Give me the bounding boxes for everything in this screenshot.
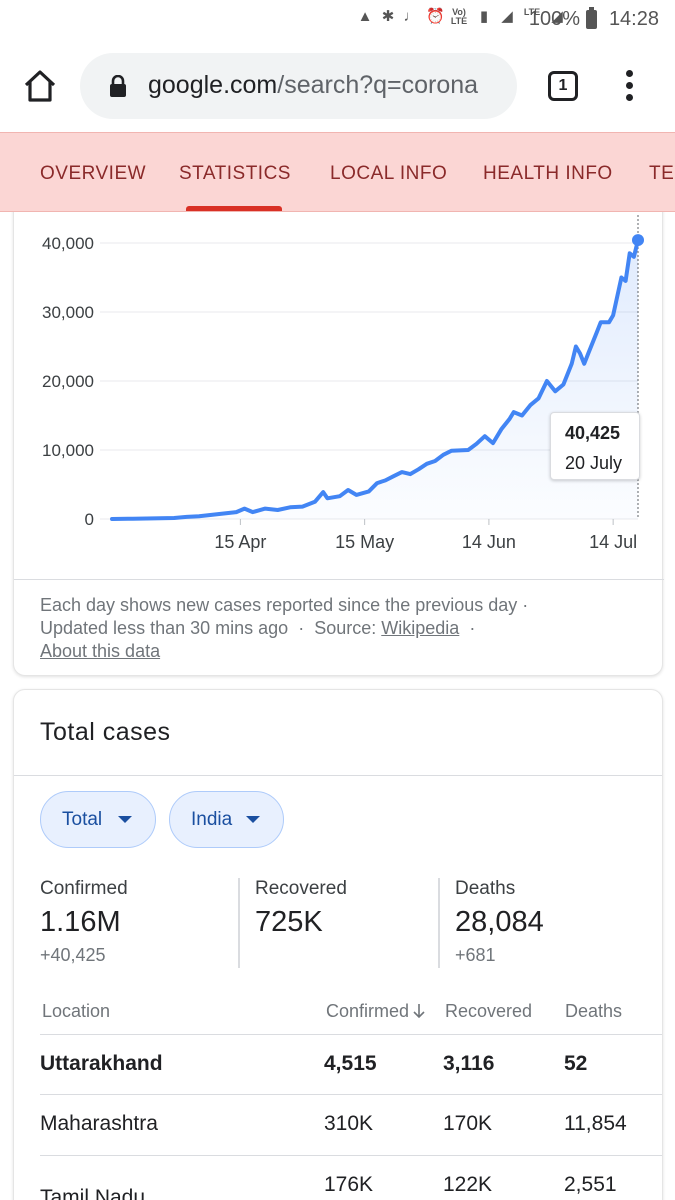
- lte-icon: LTE: [523, 7, 541, 17]
- chart-footnote: Each day shows new cases reported since …: [40, 594, 640, 663]
- stat-value: 725K: [255, 906, 323, 938]
- topic-tabs: OVERVIEW STATISTICS LOCAL INFO HEALTH IN…: [0, 132, 675, 212]
- column-header-location[interactable]: Location: [42, 1001, 111, 1021]
- header-label: Confirmed: [326, 1001, 410, 1021]
- mute-icon: ♩: [403, 8, 419, 25]
- table-divider: [40, 1094, 662, 1095]
- footnote-text: Each day shows new cases reported since …: [40, 595, 529, 615]
- url-path: /search?q=corona: [277, 71, 479, 99]
- chip-label: Total: [62, 809, 103, 830]
- tab-testing[interactable]: TE: [649, 163, 675, 184]
- dropdown-arrow-icon: [118, 816, 132, 823]
- source-link[interactable]: Wikipedia: [381, 618, 460, 638]
- stat-delta: +40,425: [40, 945, 106, 965]
- row-deaths: 52: [564, 1052, 588, 1075]
- y-tick-label: 30,000: [42, 303, 94, 322]
- x-tick-label: 14 Jul: [589, 532, 637, 552]
- home-icon[interactable]: [22, 68, 58, 104]
- divider: [14, 579, 664, 580]
- column-header-confirmed[interactable]: Confirmed: [326, 1001, 426, 1022]
- chart-card: 0 10,000 20,000 30,000 40,000 15 Apr 15 May 14 …: [13, 200, 664, 676]
- source-label: Source:: [314, 618, 377, 638]
- tooltip-date: 20 July: [565, 453, 623, 473]
- lock-icon: [110, 75, 126, 97]
- column-header-deaths[interactable]: Deaths: [565, 1001, 623, 1021]
- hover-point: [632, 234, 644, 247]
- tab-statistics[interactable]: STATISTICS: [179, 163, 291, 184]
- y-tick-label: 0: [85, 510, 94, 529]
- stat-delta: +681: [455, 945, 496, 965]
- row-confirmed: 4,515: [324, 1052, 377, 1075]
- url-domain: google.com: [148, 71, 278, 99]
- tooltip-value: 40,425: [565, 423, 621, 443]
- active-tab-indicator: [186, 206, 282, 211]
- row-deaths: 11,854: [564, 1112, 627, 1135]
- status-bar: ▲ ✱ ♩ ⏰ Vo) LTE ▮ ◢ LTE ◢ 100% 14:28: [0, 0, 675, 40]
- signal-icon: ◢: [501, 8, 513, 25]
- stat-value: 1.16M: [40, 906, 121, 938]
- total-cases-card: Total cases Total India Confirmed 1.16M …: [13, 689, 663, 1200]
- address-bar[interactable]: google.com/search?q=corona: [80, 53, 517, 119]
- row-confirmed: 310K: [324, 1112, 374, 1135]
- stat-label: Confirmed: [40, 878, 128, 899]
- chart-tooltip: 40,425 20 July: [550, 412, 640, 480]
- card-title: Total cases: [40, 718, 171, 746]
- row-location[interactable]: Uttarakhand: [40, 1052, 163, 1075]
- table-divider: [40, 1034, 662, 1035]
- browser-toolbar: google.com/search?q=corona 1: [0, 40, 675, 132]
- battery-saver-icon: ▲: [357, 8, 373, 25]
- dropdown-arrow-icon: [246, 816, 260, 823]
- separator-dot: ·: [469, 618, 476, 638]
- clock: 14:28: [608, 8, 659, 30]
- x-tick-label: 15 May: [335, 532, 394, 552]
- row-recovered: 122K: [443, 1173, 493, 1196]
- alarm-icon: ⏰: [426, 8, 445, 25]
- tab-overview[interactable]: OVERVIEW: [40, 163, 147, 184]
- signal-icon: ◢: [551, 8, 563, 25]
- row-deaths: 2,551: [564, 1173, 617, 1196]
- stat-separator: [238, 878, 240, 968]
- about-data-link[interactable]: About this data: [40, 641, 161, 661]
- table-divider: [40, 1155, 662, 1156]
- cases-chart[interactable]: 0 10,000 20,000 30,000 40,000 15 Apr 15 May 14 …: [14, 200, 664, 578]
- total-filter-chip[interactable]: Total: [40, 791, 156, 848]
- separator-dot: ·: [298, 618, 305, 638]
- battery-icon: [586, 7, 597, 29]
- row-location[interactable]: Tamil Nadu: [40, 1186, 146, 1200]
- tab-health-info[interactable]: HEALTH INFO: [483, 163, 613, 184]
- battery-percent: 100%: [528, 8, 580, 30]
- location-filter-chip[interactable]: India: [169, 791, 284, 848]
- x-tick-label: 14 Jun: [462, 532, 516, 552]
- series-line: [110, 238, 640, 521]
- row-location[interactable]: Maharashtra: [40, 1112, 158, 1135]
- stat-label: Recovered: [255, 878, 347, 899]
- row-confirmed: 176K: [324, 1173, 374, 1196]
- volte-icon: Vo) LTE: [450, 7, 468, 26]
- y-tick-label: 20,000: [42, 372, 94, 391]
- sort-arrow-down-icon: [413, 1004, 425, 1019]
- stat-label: Deaths: [455, 878, 516, 899]
- overflow-menu-icon[interactable]: [622, 70, 636, 104]
- sim-icon: ▮: [479, 8, 489, 25]
- stat-recovered: Recovered 725K: [255, 878, 347, 945]
- y-tick-label: 10,000: [42, 441, 94, 460]
- row-recovered: 3,116: [443, 1052, 495, 1075]
- y-tick-label: 40,000: [42, 234, 94, 253]
- status-icons: ▲ ✱ ♩ ⏰ Vo) LTE ▮ ◢ LTE ◢: [357, 8, 565, 26]
- column-header-recovered[interactable]: Recovered: [445, 1001, 533, 1021]
- stat-separator: [438, 878, 440, 968]
- updated-text: Updated less than 30 mins ago: [40, 618, 289, 638]
- divider: [14, 775, 662, 776]
- stat-confirmed: Confirmed 1.16M +40,425: [40, 878, 128, 966]
- url-text[interactable]: google.com/search?q=corona: [148, 71, 478, 100]
- series-area: [112, 240, 638, 519]
- row-recovered: 170K: [443, 1112, 493, 1135]
- stat-value: 28,084: [455, 906, 544, 938]
- tab-switcher-button[interactable]: 1: [548, 71, 578, 101]
- tab-local-info[interactable]: LOCAL INFO: [330, 163, 448, 184]
- stat-deaths: Deaths 28,084 +681: [455, 878, 544, 966]
- bluetooth-icon: ✱: [381, 8, 395, 25]
- chip-label: India: [191, 809, 233, 830]
- x-tick-label: 15 Apr: [214, 532, 266, 552]
